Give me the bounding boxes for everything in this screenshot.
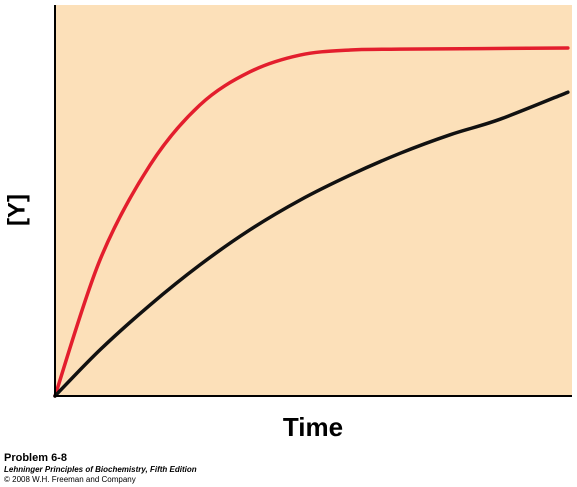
curve (53, 90, 570, 398)
credit-line: Lehninger Principles of Biochemistry, Fi… (4, 465, 197, 474)
plot-background (55, 5, 572, 396)
x-axis-label: Time (283, 412, 343, 442)
curve (53, 46, 570, 398)
y-axis-label: [Y] (3, 194, 30, 226)
credit-line: Problem 6-8 (4, 452, 67, 464)
credit-line: © 2008 W.H. Freeman and Company (4, 475, 136, 484)
